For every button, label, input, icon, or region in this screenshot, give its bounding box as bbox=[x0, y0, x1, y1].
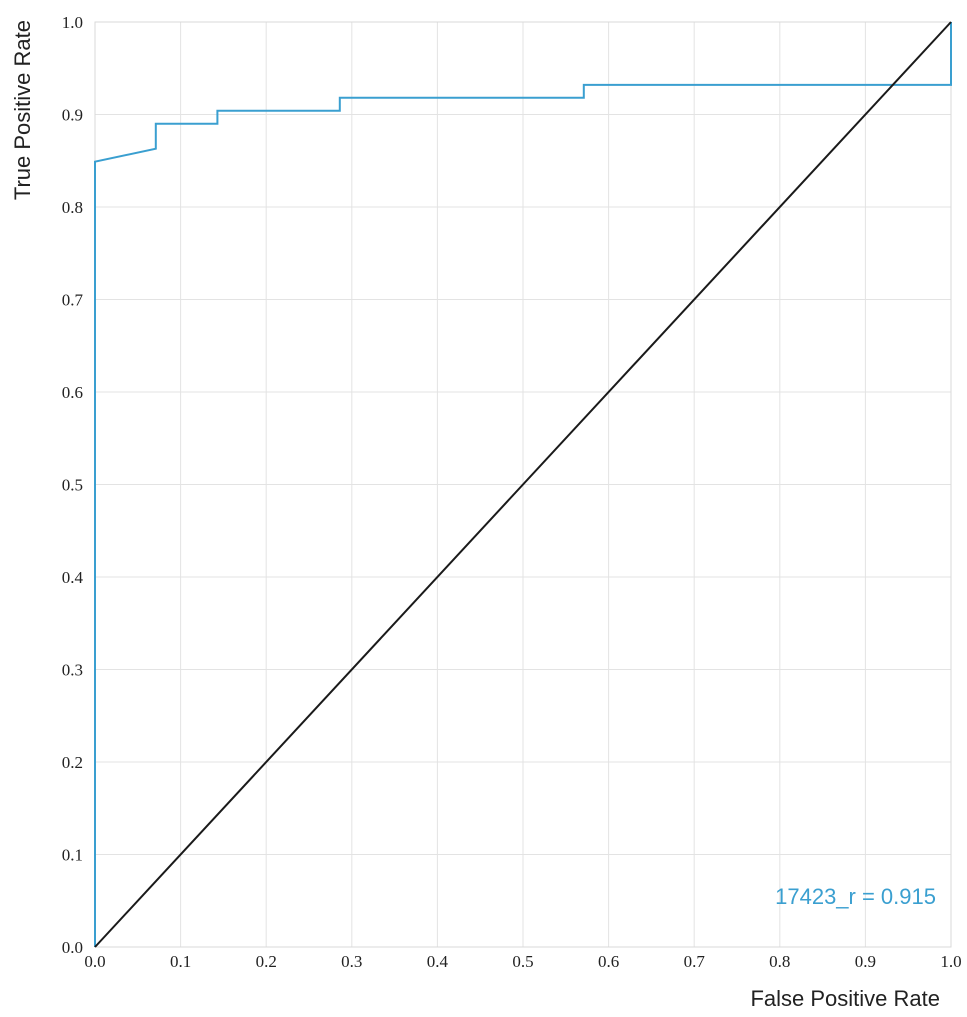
y-tick-label: 0.6 bbox=[62, 383, 83, 402]
y-tick-label: 0.5 bbox=[62, 476, 83, 495]
y-tick-label: 0.8 bbox=[62, 198, 83, 217]
y-tick-label: 0.2 bbox=[62, 753, 83, 772]
roc-curve-line bbox=[94, 22, 952, 947]
x-tick-label: 0.3 bbox=[341, 952, 362, 971]
x-tick-label: 0.1 bbox=[170, 952, 191, 971]
auc-annotation: 17423_r = 0.915 bbox=[775, 884, 936, 909]
y-tick-label: 0.3 bbox=[62, 661, 83, 680]
series-lines bbox=[94, 21, 952, 948]
x-tick-label: 0.7 bbox=[684, 952, 706, 971]
y-axis-title: True Positive Rate bbox=[10, 20, 35, 200]
x-tick-label: 0.5 bbox=[512, 952, 533, 971]
x-axis-ticks: 0.0 0.1 0.2 0.3 0.4 0.5 0.6 0.7 0.8 0.9 1.0 bbox=[84, 952, 961, 971]
x-tick-label: 0.8 bbox=[769, 952, 790, 971]
diagonal-reference-line bbox=[94, 21, 952, 948]
y-tick-label: 0.7 bbox=[62, 291, 84, 310]
y-tick-label: 0.9 bbox=[62, 106, 83, 125]
x-tick-label: 0.6 bbox=[598, 952, 619, 971]
y-tick-label: 0.1 bbox=[62, 846, 83, 865]
y-axis-ticks: 0.0 0.1 0.2 0.3 0.4 0.5 0.6 0.7 0.8 0.9 1.0 bbox=[62, 13, 84, 957]
x-tick-label: 0.4 bbox=[427, 952, 449, 971]
x-axis-title: False Positive Rate bbox=[750, 986, 940, 1011]
x-tick-label: 1.0 bbox=[940, 952, 961, 971]
x-tick-label: 0.0 bbox=[84, 952, 105, 971]
x-tick-label: 0.9 bbox=[855, 952, 876, 971]
x-tick-label: 0.2 bbox=[256, 952, 277, 971]
y-tick-label: 0.0 bbox=[62, 938, 83, 957]
y-tick-label: 0.4 bbox=[62, 568, 84, 587]
y-tick-label: 1.0 bbox=[62, 13, 83, 32]
